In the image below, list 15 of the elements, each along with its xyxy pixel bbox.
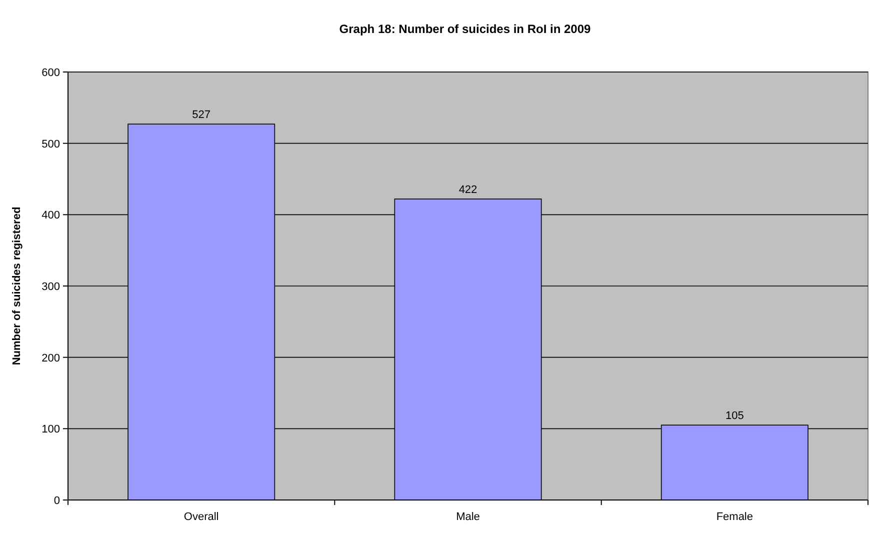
y-tick-label: 0 bbox=[54, 495, 60, 507]
x-tick-label: Male bbox=[456, 511, 480, 523]
y-tick-label: 300 bbox=[42, 281, 60, 293]
data-label: 527 bbox=[192, 109, 211, 122]
chart-title: Graph 18: Number of suicides in RoI in 2009 bbox=[339, 22, 592, 36]
y-tick-label: 200 bbox=[42, 352, 60, 364]
y-tick-label: 100 bbox=[42, 424, 60, 436]
x-tick-label: Female bbox=[716, 511, 754, 523]
y-tick-label: 600 bbox=[42, 67, 60, 79]
x-tick-label: Overall bbox=[184, 511, 219, 523]
data-label: 422 bbox=[458, 184, 478, 196]
y-tick-label: 500 bbox=[42, 138, 60, 150]
data-label: 105 bbox=[725, 410, 744, 422]
y-axis-title: Number of suicides registered bbox=[11, 206, 23, 366]
y-tick-label: 400 bbox=[42, 210, 60, 222]
